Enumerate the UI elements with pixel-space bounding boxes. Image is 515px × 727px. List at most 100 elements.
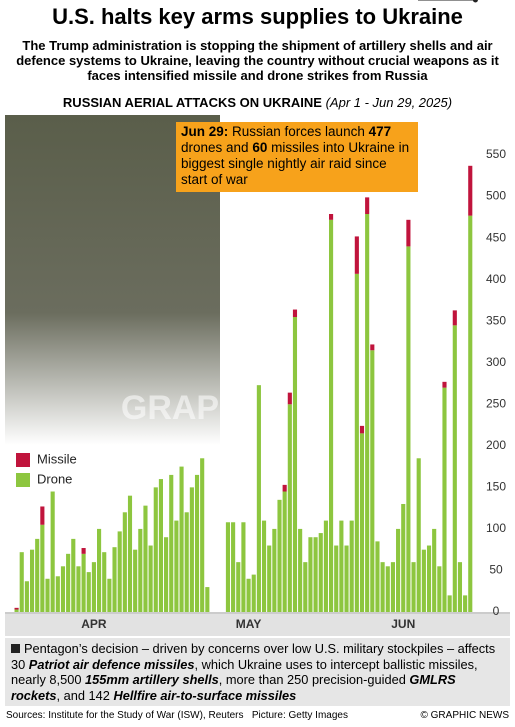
y-tick-label: 150 <box>486 480 506 494</box>
y-tick-label: 450 <box>486 230 506 244</box>
title: U.S. halts key arms supplies to Ukraine <box>52 4 463 29</box>
bar-segment <box>303 562 308 612</box>
legend-label: Missile <box>37 451 77 466</box>
bar-segment <box>349 520 354 612</box>
bar-segment <box>313 537 318 612</box>
bar-segment <box>174 520 179 612</box>
bar-segment <box>282 484 287 492</box>
bar-segment <box>432 528 437 612</box>
bar-segment <box>184 512 189 612</box>
watermark: GRAPHIC NEWS <box>121 389 389 427</box>
bar-segment <box>385 566 390 612</box>
annotation: Jun 29: Russian forces launch 477 drones… <box>176 122 418 192</box>
bar-segment <box>287 392 292 405</box>
text-part: , which Ukraine uses to intercept ballis… <box>11 656 478 688</box>
bar-segment <box>60 566 66 612</box>
bar-segment <box>416 458 421 612</box>
bar-segment <box>179 466 184 612</box>
subtitle: The Trump administration is stopping the… <box>16 38 499 83</box>
x-axis-band <box>5 614 510 636</box>
bar-segment <box>334 545 339 612</box>
bar-segment <box>287 404 292 612</box>
bar-segment <box>14 609 19 612</box>
bar-segment <box>401 503 406 612</box>
bar-segment <box>390 562 395 612</box>
x-tick-label: MAY <box>236 617 262 631</box>
bar-segment <box>365 197 370 214</box>
text-part: GMLRS rockets <box>11 672 456 703</box>
bar-segment <box>164 537 169 612</box>
text-part: 60 <box>252 140 268 155</box>
y-tick-label: 550 <box>486 147 506 161</box>
bar-segment <box>138 528 143 612</box>
bar-segment <box>375 541 380 612</box>
bar-segment <box>292 317 298 612</box>
bar-segment <box>122 512 127 612</box>
bar-segment <box>442 381 447 388</box>
text-part: Patriot air defence missiles <box>28 656 195 672</box>
bar-segment <box>24 581 29 612</box>
bar-segment <box>55 576 60 612</box>
bar-segment <box>143 505 148 612</box>
bar-segment <box>117 531 122 612</box>
bar-segment <box>189 487 194 612</box>
bar-segment <box>251 574 256 612</box>
y-tick-label: 0 <box>493 604 500 618</box>
bar-segment <box>442 387 447 612</box>
bar-segment <box>231 522 236 612</box>
bar-segment <box>169 474 174 612</box>
y-tick-label: 100 <box>486 521 506 535</box>
bar-segment <box>468 215 473 612</box>
bar-segment <box>225 522 231 612</box>
bar-segment <box>344 545 349 612</box>
bar-segment <box>14 607 19 610</box>
bar-segment <box>133 549 138 612</box>
bar-segment <box>359 433 365 612</box>
text-part: , and 142 <box>56 687 114 703</box>
text-part: drones and <box>181 140 253 155</box>
bar-segment <box>200 458 205 612</box>
bar-segment <box>329 219 334 612</box>
bar-segment <box>76 566 81 612</box>
bar-segment <box>437 566 442 612</box>
legend-label: Drone <box>37 471 72 486</box>
y-tick-label: 200 <box>486 438 506 452</box>
text-part: 155mm artillery shells <box>85 672 219 687</box>
bar-segment <box>354 236 359 274</box>
chart-title: RUSSIAN AERIAL ATTACKS ON UKRAINE <box>62 95 322 110</box>
bar-segment <box>292 309 298 318</box>
bar-segment <box>323 520 328 612</box>
bar-segment <box>81 548 86 554</box>
bar-segment <box>267 545 272 612</box>
bar-segment <box>421 549 426 612</box>
bar-segment <box>66 553 71 612</box>
bar-segment <box>452 325 457 612</box>
bar-segment <box>50 491 55 612</box>
chart-subtitle: (Apr 1 - Jun 29, 2025) <box>325 95 453 110</box>
legend-swatch <box>16 473 30 487</box>
y-tick-label: 300 <box>486 355 506 369</box>
bar-segment <box>236 562 241 612</box>
bar-segment <box>457 562 463 612</box>
bar-segment <box>370 350 375 612</box>
text-part: Pentagon’s decision – driven by concerns… <box>11 641 496 672</box>
y-tick-label: 500 <box>486 189 506 203</box>
bar-segment <box>205 587 210 612</box>
bar-segment <box>380 562 385 612</box>
text-part: , more than 250 precision-guided <box>218 672 410 687</box>
bar-segment <box>148 545 153 612</box>
bar-segment <box>396 528 401 612</box>
bar-segment <box>282 491 287 612</box>
bar-segment <box>91 562 96 612</box>
bar-segment <box>86 572 91 612</box>
bar-segment <box>406 246 411 612</box>
y-tick-label: 350 <box>486 313 506 327</box>
bar-segment <box>158 479 163 612</box>
text-part: Hellfire air-to-surface missiles <box>113 687 297 703</box>
bar-segment <box>365 213 370 612</box>
bar-segment <box>277 499 282 612</box>
sources: Sources: Institute for the Study of War … <box>6 710 348 721</box>
footer-note: Pentagon’s decision – driven by concerns… <box>5 638 510 706</box>
bar-segment <box>447 595 452 612</box>
bar-segment <box>153 487 158 612</box>
